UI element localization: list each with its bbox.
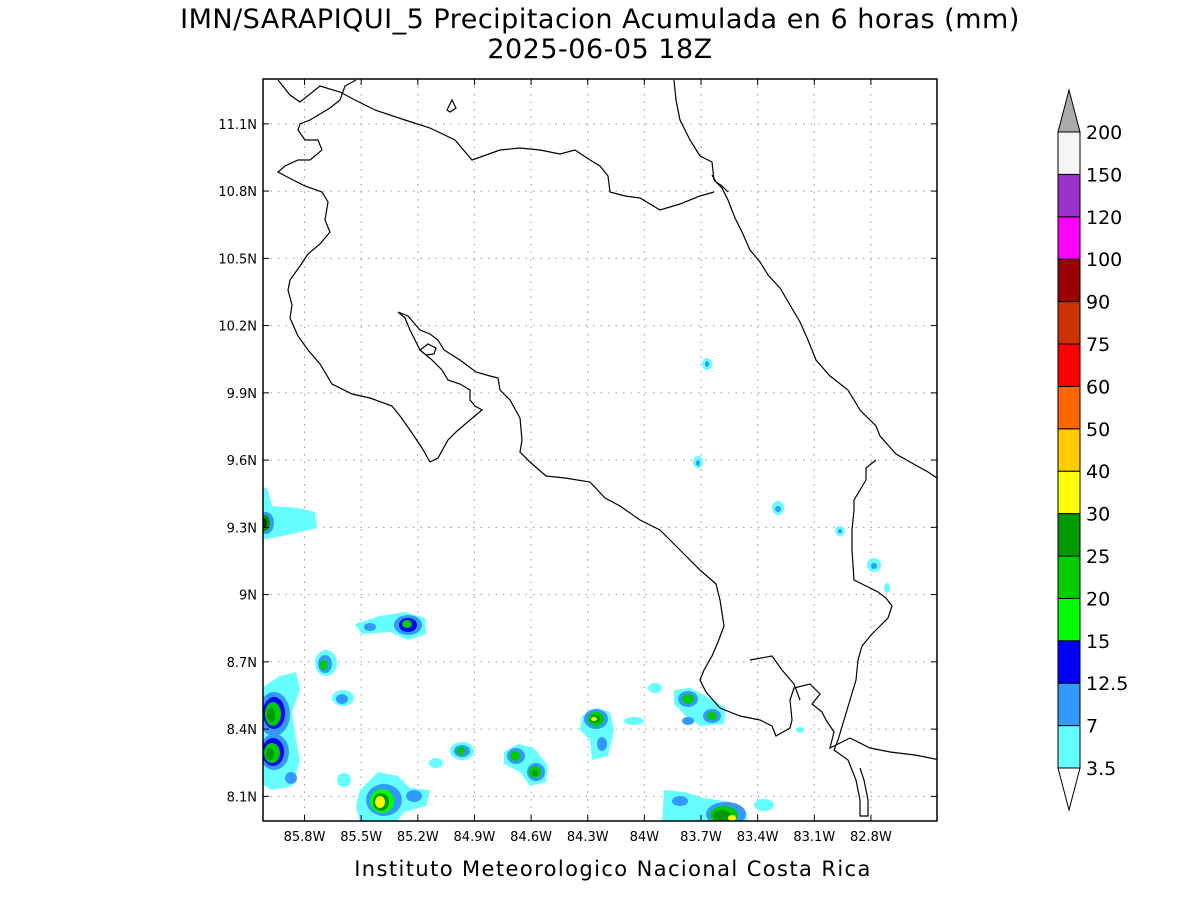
lon-tick-label: 83.1W	[793, 830, 835, 845]
map-frame	[262, 78, 938, 822]
precip-cell	[504, 744, 548, 786]
colorbar-swatch	[1057, 216, 1081, 260]
colorbar-under-arrow	[1057, 767, 1081, 812]
lat-tick-label: 8.7N	[227, 656, 257, 671]
lon-tick-label: 84.9W	[454, 830, 496, 845]
precip-cell	[337, 773, 351, 787]
caribbean-coast	[673, 79, 937, 479]
precip-cell	[263, 672, 300, 790]
lat-tick-label: 9.9N	[227, 387, 257, 402]
golfo-dulce	[749, 655, 801, 701]
lat-tick-label: 8.4N	[227, 723, 257, 738]
lat-tick-label: 10.8N	[218, 185, 257, 200]
lon-tick-label: 82.8W	[850, 830, 892, 845]
longitude-labels: 85.8W 85.5W 85.2W 84.9W 84.6W 84.3W 84W 83.7W 83…	[284, 830, 892, 845]
colorbar-level-label: 12.5	[1086, 673, 1128, 695]
colorbar-level-label: 7	[1086, 716, 1098, 738]
precip-cell	[662, 790, 774, 821]
axis-ticks	[263, 79, 937, 821]
map-valid-time: 2025-06-05 18Z	[487, 34, 713, 65]
precip-cell	[355, 612, 426, 640]
colorbar-swatch	[1057, 513, 1081, 557]
lat-tick-label: 9.6N	[227, 454, 257, 469]
lon-tick-label: 83.7W	[680, 830, 722, 845]
precip-cell	[884, 583, 890, 593]
lon-tick-label: 84.6W	[510, 830, 552, 845]
colorbar-swatch	[1057, 640, 1081, 684]
precip-cell	[648, 683, 726, 726]
precip-cell	[796, 727, 804, 733]
colorbar-level-label: 200	[1086, 122, 1122, 144]
colorbar-level-label: 75	[1086, 334, 1110, 356]
lat-tick-label: 9N	[239, 589, 257, 604]
colorbar-level-label: 3.5	[1086, 758, 1116, 780]
lat-tick-label: 9.3N	[227, 521, 257, 536]
lat-tick-label: 11.1N	[218, 118, 257, 133]
lon-tick-label: 84W	[630, 830, 660, 845]
colorbar-level-label: 60	[1086, 376, 1110, 398]
colorbar-level-label: 30	[1086, 504, 1110, 526]
lat-tick-label: 10.5N	[218, 252, 257, 267]
colorbar-level-label: 15	[1086, 631, 1110, 653]
colorbar-level-label: 150	[1086, 164, 1122, 186]
isla-ometepe	[446, 98, 457, 113]
colorbar-swatch	[1057, 258, 1081, 303]
colorbar-over-arrow	[1057, 88, 1081, 133]
colorbar-swatch	[1057, 597, 1081, 642]
colorbar-level-label: 120	[1086, 207, 1122, 229]
precipitation-contours	[263, 358, 890, 821]
lon-tick-label: 85.8W	[284, 830, 326, 845]
panama-border	[833, 459, 893, 817]
colorbar-swatch	[1057, 725, 1081, 769]
latitude-labels: 11.1N 10.8N 10.5N 10.2N 9.9N 9.6N 9.3N 9N 8.7N 8.…	[218, 118, 257, 806]
bocas-spit	[711, 174, 729, 193]
lon-tick-label: 84.3W	[567, 830, 609, 845]
colorbar-swatch	[1057, 131, 1081, 175]
colorbar-level-label: 100	[1086, 249, 1122, 271]
colorbar-swatch	[1057, 385, 1081, 430]
colorbar-level-label: 90	[1086, 292, 1110, 314]
lon-tick-label: 85.2W	[397, 830, 439, 845]
colorbar-swatch	[1057, 173, 1081, 218]
colorbar-swatch	[1057, 555, 1081, 599]
precip-cell	[580, 708, 644, 760]
lon-tick-label: 85.5W	[340, 830, 382, 845]
precip-cell	[450, 742, 474, 760]
map-background	[263, 79, 937, 821]
precip-cell	[429, 758, 443, 768]
colorbar-swatch	[1057, 343, 1081, 387]
lat-tick-label: 10.2N	[218, 320, 257, 335]
colorbar-level-label: 20	[1086, 588, 1110, 610]
colorbar-legend	[1057, 88, 1081, 812]
colorbar-level-label: 50	[1086, 419, 1110, 441]
lon-tick-label: 83.4W	[737, 830, 779, 845]
credit-text: Instituto Meteorologico Nacional Costa R…	[354, 857, 872, 881]
colorbar-swatch	[1057, 428, 1081, 472]
lat-tick-label: 8.1N	[227, 790, 257, 805]
colorbar-level-label: 25	[1086, 546, 1110, 568]
coastlines-and-borders	[276, 79, 937, 817]
colorbar-labels: 3.5 7 12.5 15 20 25 30 40 50 60 75 90 100 120 150 200	[1086, 122, 1128, 780]
precip-cell	[356, 772, 430, 821]
map-title: IMN/SARAPIQUI_5 Precipitacion Acumulada …	[180, 4, 1020, 35]
nicaragua-pacific-coast	[276, 79, 937, 761]
colorbar-swatch	[1057, 470, 1081, 515]
colorbar-swatch	[1057, 682, 1081, 727]
isla-chira	[419, 343, 437, 356]
colorbar-swatch	[1057, 301, 1081, 345]
colorbar-level-label: 40	[1086, 461, 1110, 483]
precip-cell	[315, 650, 337, 676]
